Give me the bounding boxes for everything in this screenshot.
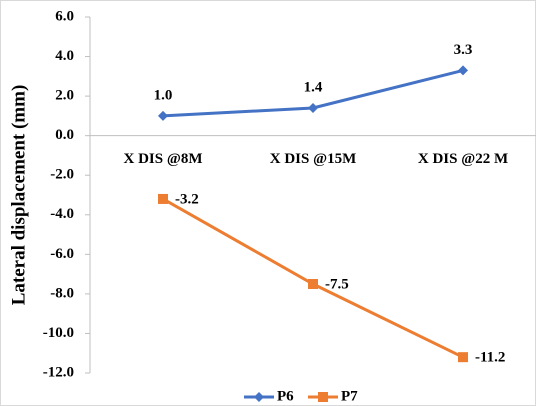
y-tick-label: -4.0 [50, 206, 74, 222]
y-tick-label: 0.0 [55, 127, 74, 143]
x-tick-label: X DIS @22 M [418, 151, 508, 167]
marker [158, 110, 168, 121]
x-tick-label: X DIS @15M [270, 151, 356, 167]
y-tick-label: -10.0 [43, 325, 74, 341]
y-tick-label: -2.0 [50, 167, 74, 183]
x-tick-label: X DIS @8M [124, 151, 203, 167]
legend-label: P6 [277, 388, 294, 404]
marker [458, 65, 468, 76]
y-tick-label: -12.0 [43, 364, 74, 380]
marker [458, 352, 468, 363]
legend-label: P7 [341, 388, 358, 404]
marker [254, 392, 264, 402]
data-label: 1.0 [154, 87, 173, 103]
y-tick-label: 2.0 [55, 88, 74, 104]
y-tick-label: -6.0 [50, 246, 74, 262]
data-label: -7.5 [325, 276, 349, 292]
y-axis-title: Lateral displacement (mm) [8, 85, 29, 306]
data-label: 1.4 [304, 79, 323, 95]
data-label: -11.2 [475, 350, 505, 366]
data-label: 3.3 [454, 42, 473, 58]
marker [318, 392, 328, 402]
data-label: -3.2 [175, 191, 199, 207]
y-tick-label: 4.0 [55, 48, 74, 64]
marker [308, 279, 318, 289]
marker [308, 102, 318, 113]
y-tick-label: -8.0 [50, 285, 74, 301]
y-tick-label: 6.0 [55, 8, 74, 24]
marker [158, 193, 168, 204]
